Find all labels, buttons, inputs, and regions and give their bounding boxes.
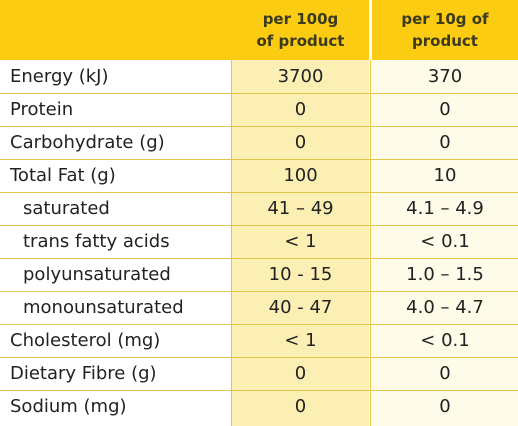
value-per-10g: < 0.1 xyxy=(420,231,470,252)
header-per-10g: per 10g of product xyxy=(372,0,518,60)
value-per-100g: 0 xyxy=(294,99,307,120)
row-divider xyxy=(0,357,518,358)
row-label: Energy (kJ) xyxy=(10,66,109,87)
header-per-100g-text: per 100g of product xyxy=(256,10,345,50)
value-per-100g: 0 xyxy=(294,396,307,417)
row-divider xyxy=(0,390,518,391)
row-label: polyunsaturated xyxy=(23,264,171,285)
row-divider xyxy=(0,93,518,94)
table-row: polyunsaturated 10 - 15 1.0 – 1.5 xyxy=(0,258,518,291)
row-label: saturated xyxy=(23,198,110,219)
value-per-100g: 0 xyxy=(294,132,307,153)
table-row: Protein 0 0 xyxy=(0,93,518,126)
value-per-100g: 40 - 47 xyxy=(268,297,333,318)
table-row: Dietary Fibre (g) 0 0 xyxy=(0,357,518,390)
table-row: Carbohydrate (g) 0 0 xyxy=(0,126,518,159)
value-per-10g: 0 xyxy=(439,396,451,417)
table-row: saturated 41 – 49 4.1 – 4.9 xyxy=(0,192,518,225)
row-divider xyxy=(0,291,518,292)
value-per-10g: 4.1 – 4.9 xyxy=(406,198,484,219)
row-label: monounsaturated xyxy=(23,297,184,318)
value-per-100g: < 1 xyxy=(284,330,317,351)
value-per-10g: 4.0 – 4.7 xyxy=(406,297,484,318)
value-per-10g: 0 xyxy=(439,363,451,384)
table-row: Cholesterol (mg) < 1 < 0.1 xyxy=(0,324,518,357)
row-divider xyxy=(0,126,518,127)
header-per-100g: per 100g of product xyxy=(232,0,369,60)
table-row: Energy (kJ) 3700 370 xyxy=(0,60,518,93)
table-row: Sodium (mg) 0 0 xyxy=(0,390,518,423)
value-per-10g: 0 xyxy=(439,99,451,120)
value-per-10g: 0 xyxy=(439,132,451,153)
row-divider xyxy=(0,258,518,259)
column-per-100g-background xyxy=(232,60,369,426)
value-per-10g: 10 xyxy=(433,165,457,186)
row-label: Total Fat (g) xyxy=(10,165,116,186)
table-row: Total Fat (g) 100 10 xyxy=(0,159,518,192)
value-per-100g: 41 – 49 xyxy=(267,198,334,219)
table-header xyxy=(0,0,518,60)
value-per-100g: 0 xyxy=(294,363,307,384)
row-label: Cholesterol (mg) xyxy=(10,330,161,351)
row-divider xyxy=(0,324,518,325)
table-row: trans fatty acids < 1 < 0.1 xyxy=(0,225,518,258)
row-label: trans fatty acids xyxy=(23,231,170,252)
table-row: monounsaturated 40 - 47 4.0 – 4.7 xyxy=(0,291,518,324)
row-label: Protein xyxy=(10,99,74,120)
value-per-10g: 1.0 – 1.5 xyxy=(406,264,484,285)
value-per-10g: 370 xyxy=(427,66,463,87)
row-divider xyxy=(0,192,518,193)
row-label: Carbohydrate (g) xyxy=(10,132,165,153)
value-per-10g: < 0.1 xyxy=(420,330,470,351)
header-per-10g-text: per 10g of product xyxy=(401,10,489,50)
row-divider xyxy=(0,159,518,160)
value-per-100g: < 1 xyxy=(284,231,317,252)
column-per-10g-background xyxy=(372,60,518,426)
value-per-100g: 10 - 15 xyxy=(268,264,333,285)
column-divider-left xyxy=(231,60,232,426)
header-divider xyxy=(369,0,372,60)
row-label: Sodium (mg) xyxy=(10,396,127,417)
row-label: Dietary Fibre (g) xyxy=(10,363,157,384)
row-divider xyxy=(0,225,518,226)
value-per-100g: 100 xyxy=(283,165,318,186)
value-per-100g: 3700 xyxy=(277,66,324,87)
column-divider-middle xyxy=(370,60,371,426)
